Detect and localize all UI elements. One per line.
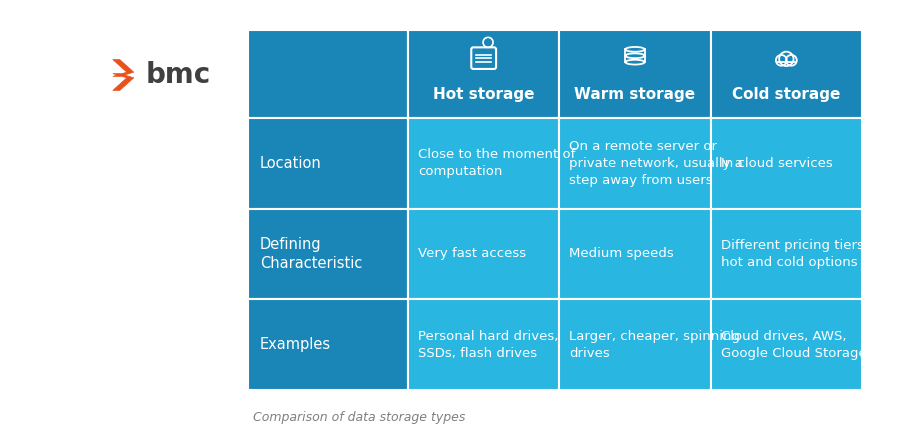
Text: Cold storage: Cold storage — [732, 87, 841, 102]
Bar — [248, 299, 408, 390]
Bar — [248, 30, 408, 118]
Bar — [559, 30, 711, 118]
Text: Personal hard drives,
SSDs, flash drives: Personal hard drives, SSDs, flash drives — [418, 330, 558, 359]
Bar — [408, 299, 559, 390]
Text: Location: Location — [260, 156, 322, 171]
Bar — [711, 30, 862, 118]
Text: On a remote server or
private network, usually a
step away from users: On a remote server or private network, u… — [570, 140, 743, 187]
Bar — [559, 209, 711, 299]
Text: Warm storage: Warm storage — [574, 87, 696, 102]
Bar — [248, 209, 408, 299]
Bar — [408, 209, 559, 299]
Bar — [408, 30, 559, 118]
Text: Comparison of data storage types: Comparison of data storage types — [253, 412, 465, 425]
Bar — [408, 118, 559, 209]
Bar — [248, 118, 408, 209]
Text: Examples: Examples — [260, 337, 331, 352]
Bar — [711, 299, 862, 390]
Text: Larger, cheaper, spinning
drives: Larger, cheaper, spinning drives — [570, 330, 741, 359]
Text: Close to the moment of
computation: Close to the moment of computation — [418, 149, 575, 178]
Polygon shape — [112, 74, 134, 91]
Text: Hot storage: Hot storage — [433, 87, 535, 102]
Text: Cloud drives, AWS,
Google Cloud Storage: Cloud drives, AWS, Google Cloud Storage — [721, 330, 867, 359]
Bar — [559, 118, 711, 209]
Text: Different pricing tiers for
hot and cold options: Different pricing tiers for hot and cold… — [721, 239, 886, 269]
Text: Very fast access: Very fast access — [418, 248, 526, 260]
Bar — [559, 299, 711, 390]
Text: Medium speeds: Medium speeds — [570, 248, 674, 260]
Polygon shape — [112, 60, 134, 76]
Text: Defining
Characteristic: Defining Characteristic — [260, 237, 363, 271]
Text: In cloud services: In cloud services — [721, 157, 833, 170]
Text: bmc: bmc — [146, 61, 212, 89]
Bar — [711, 118, 862, 209]
Bar — [711, 209, 862, 299]
